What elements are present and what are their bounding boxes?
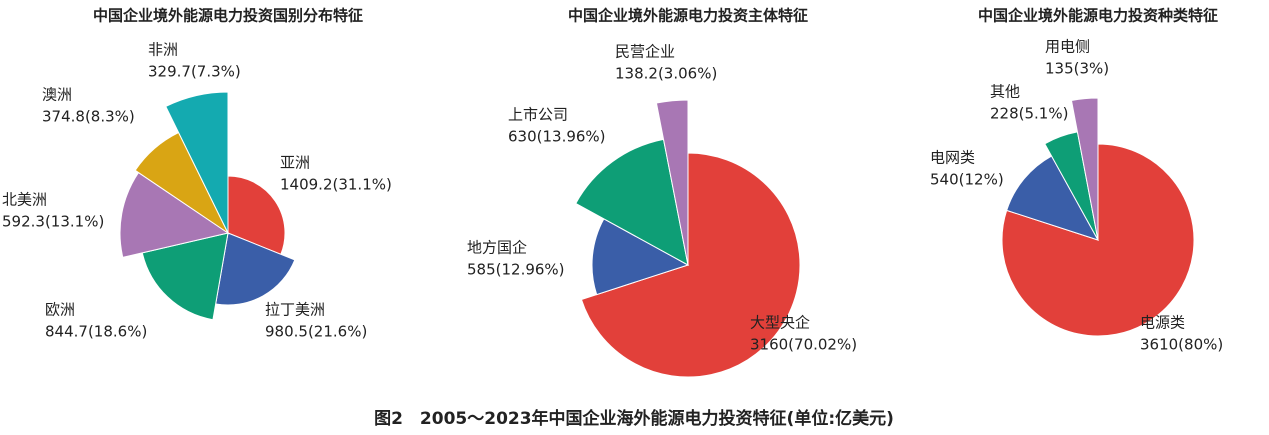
slice-name: 亚洲 xyxy=(280,154,310,172)
pie-slice xyxy=(1001,143,1195,337)
chart-title: 中国企业境外能源电力投资主体特征 xyxy=(568,7,808,25)
slice-name: 拉丁美洲 xyxy=(265,301,325,319)
pie-slice xyxy=(591,218,690,296)
slice-name: 非洲 xyxy=(148,41,178,59)
pie-slice xyxy=(215,232,296,306)
slice-value: 592.3(13.1%) xyxy=(2,213,104,231)
pie-slice xyxy=(227,175,286,255)
pie-slice xyxy=(655,99,689,266)
slice-value: 3610(80%) xyxy=(1140,336,1223,354)
slice-value: 540(12%) xyxy=(930,171,1004,189)
pie-slice xyxy=(1070,97,1099,241)
pie-slice xyxy=(119,171,230,258)
chart-title: 中国企业境外能源电力投资种类特征 xyxy=(978,7,1218,25)
slice-name: 电网类 xyxy=(930,149,975,167)
slice-name: 用电侧 xyxy=(1045,38,1090,56)
slice-name: 民营企业 xyxy=(615,43,675,61)
slice-value: 980.5(21.6%) xyxy=(265,323,367,341)
chart-title: 中国企业境外能源电力投资国别分布特征 xyxy=(93,7,363,25)
pie-slice xyxy=(575,138,689,266)
slice-name: 欧洲 xyxy=(45,301,75,319)
slice-value: 1409.2(31.1%) xyxy=(280,176,392,194)
slice-value: 844.7(18.6%) xyxy=(45,323,147,341)
slice-value: 138.2(3.06%) xyxy=(615,65,717,83)
slice-name: 其他 xyxy=(990,83,1020,101)
slice-name: 上市公司 xyxy=(508,106,568,124)
slice-name: 地方国企 xyxy=(467,239,527,257)
pie-slice xyxy=(1006,155,1100,241)
slice-value: 329.7(7.3%) xyxy=(148,63,241,81)
caption: 图2 2005～2023年中国企业海外能源电力投资特征(单位:亿美元) xyxy=(374,408,894,429)
slice-value: 228(5.1%) xyxy=(990,105,1068,123)
slice-name: 大型央企 xyxy=(750,314,810,332)
pie-slice xyxy=(141,232,229,321)
slice-value: 374.8(8.3%) xyxy=(42,108,135,126)
slice-name: 北美洲 xyxy=(2,191,47,209)
slice-value: 630(13.96%) xyxy=(508,128,606,146)
pie-slice xyxy=(165,91,229,234)
slice-name: 澳洲 xyxy=(42,86,72,104)
slice-value: 585(12.96%) xyxy=(467,261,565,279)
slice-value: 3160(70.02%) xyxy=(750,336,857,354)
slice-value: 135(3%) xyxy=(1045,60,1109,78)
slice-name: 电源类 xyxy=(1140,314,1185,332)
pie-slice xyxy=(580,152,801,378)
